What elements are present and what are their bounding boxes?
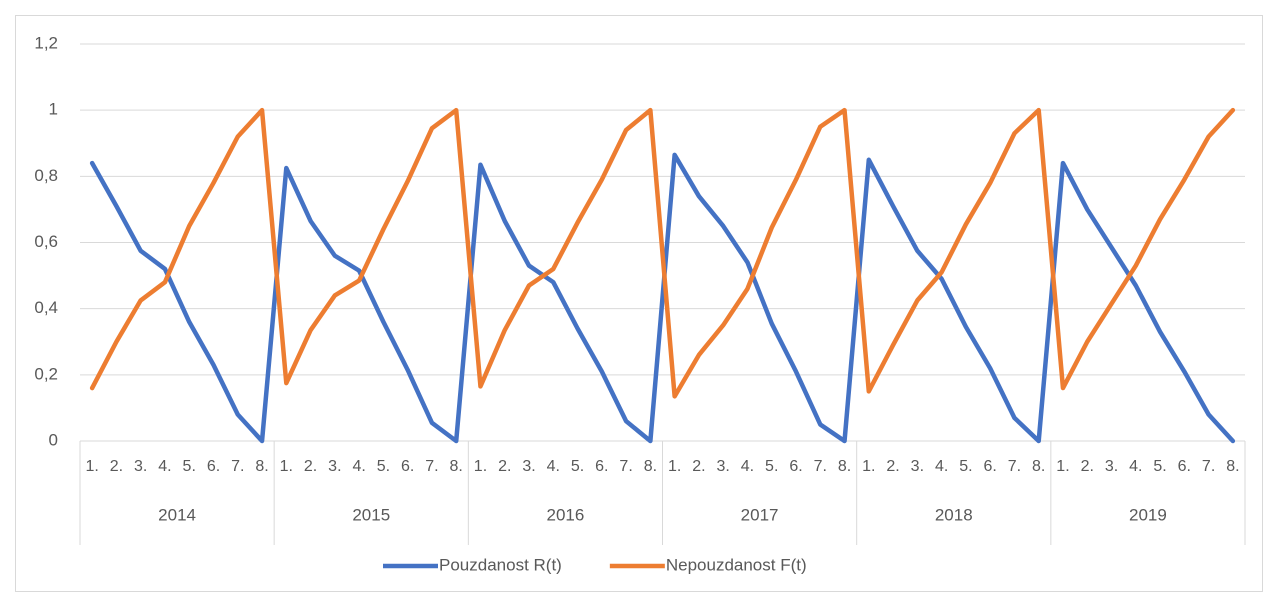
x-tick-label: 2. [110,458,123,475]
x-tick-label: 6. [401,458,414,475]
x-tick-label: 6. [1178,458,1191,475]
x-tick-label: 3. [717,458,730,475]
series-line [89,107,1236,399]
x-tick-label: 1. [85,458,98,475]
x-tick-label: 1. [474,458,487,475]
x-tick-label: 3. [522,458,535,475]
x-tick-label: 7. [814,458,827,475]
x-tick-label: 3. [911,458,924,475]
x-tick-label: 7. [1202,458,1215,475]
x-tick-label: 5. [1153,458,1166,475]
x-tick-label: 7. [231,458,244,475]
x-tick-label: 4. [158,458,171,475]
y-tick-label: 0 [49,430,58,449]
x-tick-label: 8. [450,458,463,475]
x-tick-label: 7. [1008,458,1021,475]
x-tick-label: 5. [765,458,778,475]
x-tick-label: 1. [1056,458,1069,475]
x-tick-label: 5. [183,458,196,475]
x-tick-label: 3. [134,458,147,475]
x-tick-label: 5. [959,458,972,475]
legend-label: Pouzdanost R(t) [439,555,562,574]
x-tick-label: 7. [619,458,632,475]
x-tick-label: 6. [595,458,608,475]
legend-label: Nepouzdanost F(t) [666,555,807,574]
y-tick-label: 1,2 [34,33,58,52]
y-tick-label: 0,8 [34,166,58,185]
x-tick-label: 1. [668,458,681,475]
group-label: 2015 [352,505,390,524]
group-label: 2018 [935,505,973,524]
chart-border [15,15,1263,592]
x-tick-label: 2. [692,458,705,475]
x-tick-label: 6. [207,458,220,475]
y-tick-label: 0,4 [34,298,58,317]
x-tick-label: 2. [1081,458,1094,475]
x-tick-label: 8. [644,458,657,475]
x-tick-label: 1. [862,458,875,475]
x-tick-label: 8. [1032,458,1045,475]
x-tick-label: 5. [571,458,584,475]
x-tick-label: 4. [547,458,560,475]
x-tick-label: 8. [255,458,268,475]
y-tick-label: 0,2 [34,364,58,383]
x-tick-label: 6. [983,458,996,475]
x-tick-label: 8. [1226,458,1239,475]
group-label: 2014 [158,505,196,524]
x-tick-label: 6. [789,458,802,475]
x-tick-label: 4. [352,458,365,475]
group-label: 2017 [741,505,779,524]
x-tick-label: 7. [425,458,438,475]
x-tick-label: 4. [935,458,948,475]
x-tick-label: 4. [741,458,754,475]
group-label: 2019 [1129,505,1167,524]
x-tick-label: 2. [304,458,317,475]
x-tick-label: 2. [886,458,899,475]
series-line [89,152,1236,444]
group-label: 2016 [547,505,585,524]
x-tick-label: 8. [838,458,851,475]
x-tick-label: 3. [1105,458,1118,475]
x-tick-label: 3. [328,458,341,475]
y-tick-label: 0,6 [34,232,58,251]
x-tick-label: 5. [377,458,390,475]
x-tick-label: 4. [1129,458,1142,475]
x-tick-label: 1. [280,458,293,475]
y-tick-label: 1 [49,100,58,119]
x-tick-label: 2. [498,458,511,475]
